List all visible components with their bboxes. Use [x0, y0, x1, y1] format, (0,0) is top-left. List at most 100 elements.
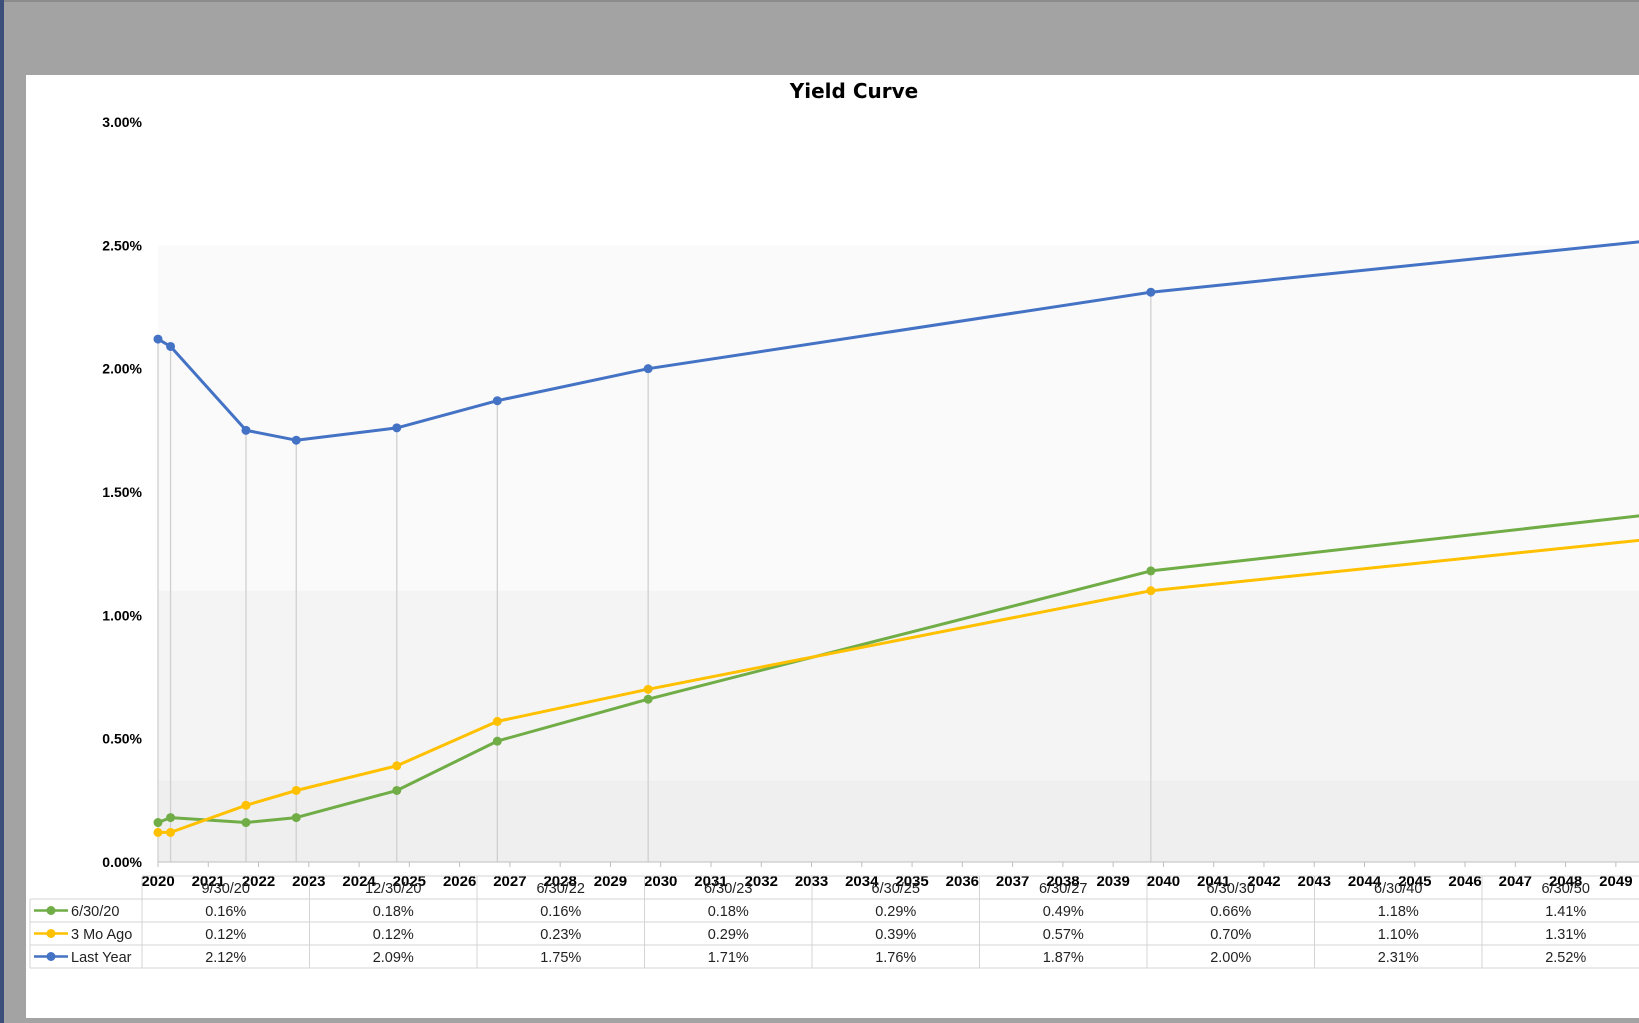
x-tick-label: 2047 [1499, 873, 1532, 890]
series-point [153, 334, 163, 344]
table-value-cell: 1.71% [708, 950, 749, 966]
table-value-cell: 2.12% [205, 950, 246, 966]
legend-label: 6/30/20 [71, 904, 119, 920]
y-tick-label: 0.50% [102, 731, 142, 747]
series-point [392, 785, 402, 795]
x-tick-label: 2035 [895, 873, 928, 890]
x-tick-label: 2041 [1197, 873, 1230, 890]
series-point [291, 435, 301, 445]
x-axis: 2020 2021 2022 2023 2024 2025 2026 2027 2028 2029… [141, 861, 1639, 890]
table-value-cell: 0.39% [875, 927, 916, 943]
table-value-cell: 1.76% [875, 950, 916, 966]
table-header-cell: 6/30/22 [537, 881, 585, 897]
series-point [166, 341, 176, 351]
x-tick-label: 2045 [1398, 873, 1431, 890]
table-value-cell: 1.31% [1545, 927, 1586, 943]
series-point [153, 827, 163, 837]
y-tick-label: 1.00% [102, 607, 142, 623]
x-tick-label: 2039 [1096, 873, 1129, 890]
chart-title: Yield Curve [789, 79, 918, 103]
x-tick-label: 2037 [996, 873, 1029, 890]
legend-marker [46, 952, 56, 961]
table-value-cell: 0.16% [205, 904, 246, 920]
table-value-cell: 0.18% [708, 904, 749, 920]
legend-label: 3 Mo Ago [71, 927, 132, 943]
table-header-cell: 9/30/20 [202, 881, 250, 897]
table-value-cell: 1.18% [1378, 904, 1419, 920]
table-value-cell: 0.57% [1043, 927, 1084, 943]
x-tick-label: 2029 [594, 873, 627, 890]
table-header-cell: 6/30/30 [1207, 881, 1255, 897]
window-left-edge [0, 0, 4, 1023]
table-header-cell: 6/30/27 [1039, 881, 1087, 897]
band-middle [158, 590, 1639, 781]
series-point [643, 684, 653, 694]
plot-background-bands [158, 245, 1639, 862]
table-value-cell: 0.66% [1210, 904, 1251, 920]
yield-curve-chart: Yield Curve 0.00% 0.50% 1.00% 1.50% 2.00% 2.5… [26, 75, 1639, 1018]
series-point [291, 813, 301, 823]
table-header-cell: 12/30/20 [365, 881, 421, 897]
series-point [392, 423, 402, 433]
series-point [643, 364, 653, 374]
table-value-cell: 0.49% [1043, 904, 1084, 920]
table-value-cell: 2.00% [1210, 950, 1251, 966]
series-point [392, 761, 402, 771]
x-tick-label: 2042 [1247, 873, 1280, 890]
x-tick-label: 2034 [845, 873, 879, 890]
x-tick-label: 2038 [1046, 873, 1079, 890]
table-value-cell: 0.29% [708, 927, 749, 943]
table-header-cell: 6/30/50 [1542, 881, 1590, 897]
y-tick-label: 2.50% [102, 237, 142, 253]
band-upper [158, 245, 1639, 591]
x-tick-label: 2040 [1147, 873, 1180, 890]
series-layer [153, 240, 1639, 837]
x-tick-label: 2025 [393, 873, 426, 890]
x-tick-label: 2027 [493, 873, 526, 890]
chart-panel: Yield Curve 0.00% 0.50% 1.00% 1.50% 2.00% 2.5… [26, 75, 1639, 1018]
band-lower [158, 780, 1639, 862]
series-point [166, 827, 176, 837]
legend-marker [46, 906, 56, 915]
series-point [241, 425, 251, 435]
table-value-cell: 1.10% [1378, 927, 1419, 943]
table-value-cell: 1.41% [1545, 904, 1586, 920]
y-tick-label: 1.50% [102, 484, 142, 500]
y-tick-label: 0.00% [102, 854, 142, 870]
x-tick-label: 2032 [745, 873, 778, 890]
x-tick-label: 2044 [1348, 873, 1382, 890]
x-tick-label: 2030 [644, 873, 677, 890]
table-value-cell: 0.12% [205, 927, 246, 943]
y-tick-label: 2.00% [102, 361, 142, 377]
table-header-cell: 6/30/40 [1374, 881, 1422, 897]
table-value-cell: 0.16% [540, 904, 581, 920]
table-value-cell: 0.29% [875, 904, 916, 920]
series-point [1146, 566, 1156, 576]
data-table: 9/30/20 12/30/20 6/30/22 6/30/23 6/30/25 6/30… [29, 875, 1639, 969]
table-value-cell: 2.52% [1545, 950, 1586, 966]
series-point [241, 818, 251, 828]
series-point [166, 813, 176, 823]
legend-marker [46, 929, 56, 938]
series-point [153, 818, 163, 828]
x-tick-label: 2031 [694, 873, 727, 890]
table-header-cell: 6/30/23 [704, 881, 752, 897]
table-header-cell: 6/30/25 [872, 881, 920, 897]
x-tick-label: 2022 [242, 873, 275, 890]
x-tick-label: 2023 [292, 873, 325, 890]
table-value-cell: 0.12% [373, 927, 414, 943]
series-point [1146, 287, 1156, 297]
legend-label: Last Year [71, 950, 132, 966]
table-value-cell: 2.31% [1378, 950, 1419, 966]
x-tick-label: 2020 [141, 873, 174, 890]
series-point [492, 716, 502, 726]
x-tick-label: 2028 [543, 873, 576, 890]
series-point [241, 800, 251, 810]
y-axis: 0.00% 0.50% 1.00% 1.50% 2.00% 2.50% 3.00% [102, 114, 142, 870]
x-tick-label: 2026 [443, 873, 476, 890]
y-tick-label: 3.00% [102, 114, 142, 130]
series-point [492, 396, 502, 406]
series-point [643, 694, 653, 704]
drop-lines [157, 292, 1152, 862]
x-tick-label: 2049 [1599, 873, 1632, 890]
